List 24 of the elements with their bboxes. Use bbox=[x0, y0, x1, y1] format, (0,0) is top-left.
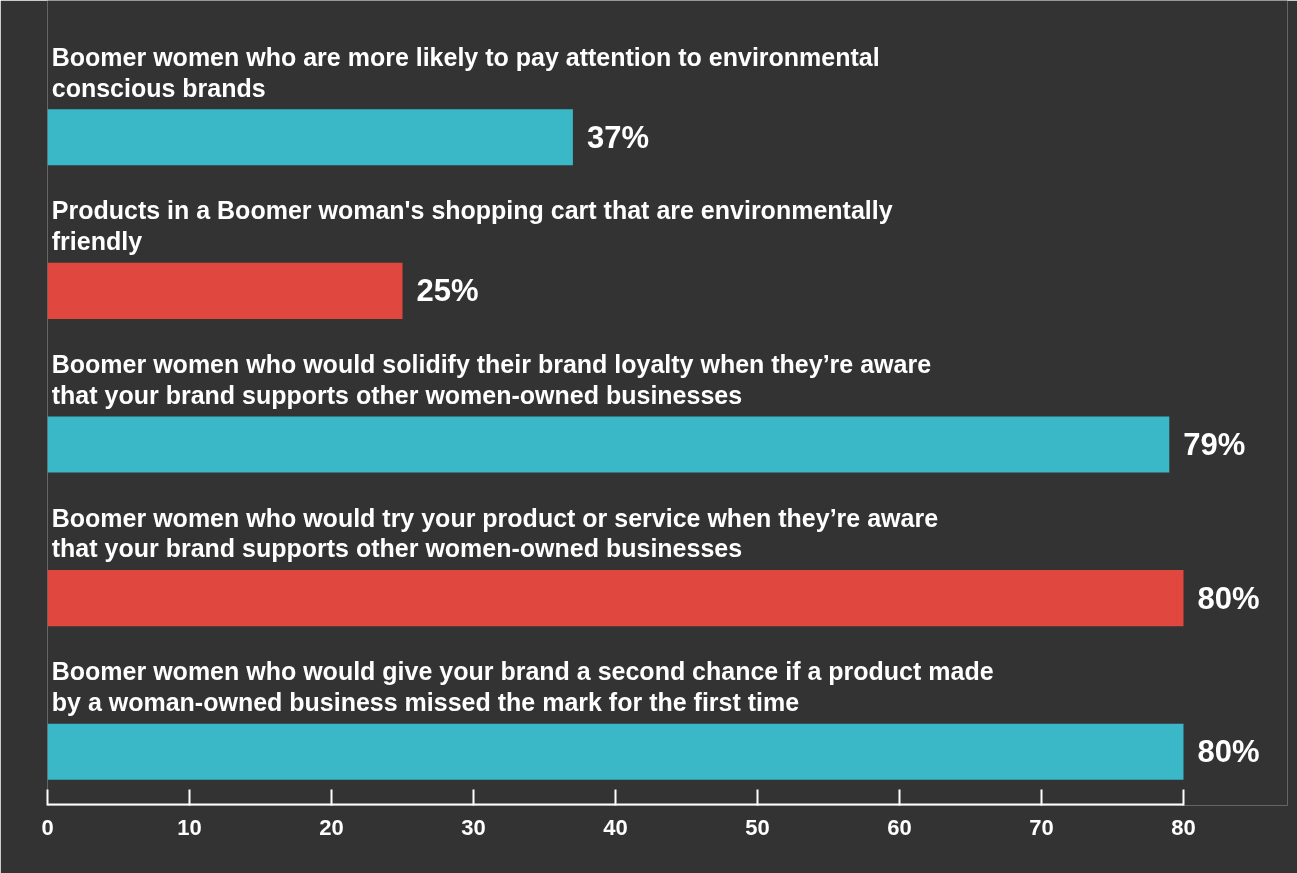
data-label: 80% bbox=[1197, 734, 1260, 770]
bar bbox=[47, 570, 1184, 627]
x-tick-label: 60 bbox=[887, 814, 912, 840]
y-tick-label: Boomer women who would try your product or service when they’re aware that your brand supports other women-owned businesses bbox=[51, 503, 939, 563]
bar bbox=[47, 416, 1170, 473]
x-tick-label: 50 bbox=[745, 814, 770, 840]
bar bbox=[47, 262, 403, 319]
x-tick-label: 0 bbox=[41, 814, 54, 840]
y-tick-label: Boomer women who would give your brand a second chance if a product made by a woman-owned business missed the mark for the first time bbox=[51, 657, 994, 717]
y-tick-label: Boomer women who are more likely to pay attention to environmental conscious brands bbox=[51, 42, 880, 102]
x-tick-label: 20 bbox=[319, 814, 344, 840]
x-tick-label: 10 bbox=[177, 814, 202, 840]
data-label: 25% bbox=[416, 273, 479, 309]
data-label: 80% bbox=[1197, 580, 1260, 616]
y-tick-label: Products in a Boomer woman's shopping cart that are environmentally friendly bbox=[51, 196, 893, 256]
bar bbox=[47, 109, 573, 166]
data-label: 37% bbox=[586, 119, 649, 155]
x-tick-label: 40 bbox=[603, 814, 628, 840]
data-label: 79% bbox=[1183, 426, 1246, 462]
bar bbox=[47, 723, 1184, 780]
x-tick-label: 70 bbox=[1029, 814, 1054, 840]
y-tick-label: Boomer women who would solidify their brand loyalty when they’re aware that your brand supports other women-owned businesses bbox=[51, 349, 932, 409]
x-tick-label: 30 bbox=[461, 814, 486, 840]
x-tick-label: 80 bbox=[1171, 814, 1196, 840]
